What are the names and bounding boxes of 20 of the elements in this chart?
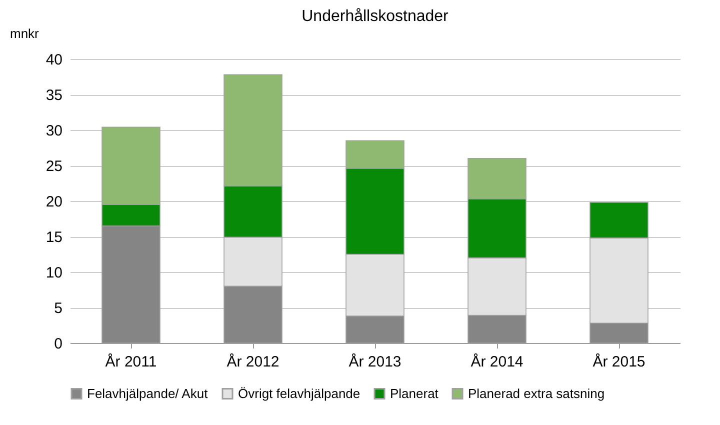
y-axis-title: mnkr [10, 26, 40, 41]
y-tick-label: 30 [46, 122, 62, 140]
legend-label: Övrigt felavhjälpande [238, 386, 360, 401]
y-tick-label: 0 [54, 336, 62, 352]
y-tick-label: 10 [46, 264, 62, 282]
x-tick-label: År 2015 [592, 352, 646, 370]
y-tick-label: 5 [54, 300, 62, 317]
y-tick-label: 40 [46, 52, 62, 68]
y-tick-label: 35 [46, 87, 62, 104]
y-tick-label: 25 [46, 158, 62, 175]
x-tick-label: År 2013 [348, 352, 402, 370]
legend-label: Felavhjälpande/ Akut [87, 386, 208, 401]
x-tick-label: År 2011 [105, 352, 157, 370]
x-tick-label: År 2014 [470, 352, 524, 370]
legend-label: Planerad extra satsning [468, 386, 605, 401]
y-tick-label: 15 [46, 229, 62, 246]
y-tick-label: 20 [46, 194, 62, 210]
chart-title: Underhållskostnader [302, 8, 450, 25]
legend-label: Planerat [390, 386, 439, 401]
x-tick-label: År 2012 [226, 352, 280, 370]
